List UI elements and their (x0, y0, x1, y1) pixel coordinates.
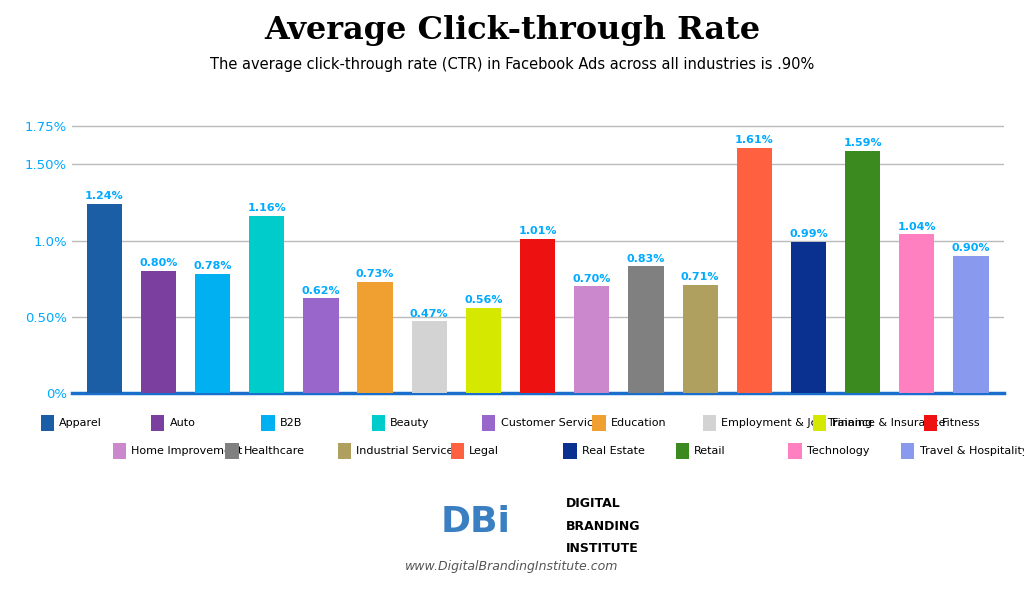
Text: 1.24%: 1.24% (85, 191, 124, 201)
Text: 0.73%: 0.73% (356, 269, 394, 279)
Text: Legal: Legal (469, 446, 499, 456)
Bar (412, 322, 446, 393)
Text: 0.62%: 0.62% (302, 286, 340, 296)
Text: 1.61%: 1.61% (735, 135, 774, 145)
Bar (899, 235, 935, 393)
Bar (574, 286, 609, 393)
Text: 0.70%: 0.70% (572, 274, 611, 284)
Text: Healthcare: Healthcare (244, 446, 305, 456)
Text: 1.16%: 1.16% (248, 203, 286, 214)
Text: Beauty: Beauty (390, 418, 430, 428)
Text: 1.59%: 1.59% (844, 138, 882, 148)
Text: Home Improvement: Home Improvement (131, 446, 243, 456)
Text: 0.80%: 0.80% (139, 259, 177, 268)
Text: 0.83%: 0.83% (627, 254, 666, 264)
Bar (520, 239, 555, 393)
Text: Fitness: Fitness (942, 418, 981, 428)
Text: 0.71%: 0.71% (681, 272, 720, 282)
Bar (357, 282, 392, 393)
Text: Finance & Insurance: Finance & Insurance (831, 418, 945, 428)
Text: 0.90%: 0.90% (951, 243, 990, 253)
Text: 0.99%: 0.99% (790, 229, 827, 239)
Text: B2B: B2B (280, 418, 302, 428)
Text: INSTITUTE: INSTITUTE (566, 542, 639, 556)
Bar (249, 216, 285, 393)
Bar (140, 271, 176, 393)
Bar (303, 298, 339, 393)
Text: DIGITAL: DIGITAL (566, 497, 621, 510)
Bar (736, 148, 772, 393)
Text: Travel & Hospitality: Travel & Hospitality (920, 446, 1024, 456)
Bar (87, 204, 122, 393)
Text: Average Click-through Rate: Average Click-through Rate (264, 15, 760, 46)
Text: 1.01%: 1.01% (518, 226, 557, 236)
Text: Customer Services: Customer Services (501, 418, 605, 428)
Text: Technology: Technology (807, 446, 869, 456)
Text: Industrial Services: Industrial Services (356, 446, 460, 456)
Text: Apparel: Apparel (59, 418, 102, 428)
Bar (629, 266, 664, 393)
Text: Education: Education (611, 418, 667, 428)
Bar (195, 274, 230, 393)
Bar (953, 256, 988, 393)
Text: The average click-through rate (CTR) in Facebook Ads across all industries is .9: The average click-through rate (CTR) in … (210, 57, 814, 72)
Text: BRANDING: BRANDING (566, 520, 641, 533)
Text: Employment & Job Training: Employment & Job Training (721, 418, 872, 428)
Text: 0.78%: 0.78% (194, 262, 231, 271)
Bar (683, 285, 718, 393)
Text: www.DigitalBrandingInstitute.com: www.DigitalBrandingInstitute.com (406, 560, 618, 573)
Text: Auto: Auto (169, 418, 196, 428)
Bar (791, 242, 826, 393)
Text: Retail: Retail (694, 446, 726, 456)
Bar (466, 308, 501, 393)
Text: 1.04%: 1.04% (897, 222, 936, 232)
Text: Real Estate: Real Estate (582, 446, 644, 456)
Text: DBi: DBi (440, 505, 510, 539)
Text: 0.47%: 0.47% (410, 308, 449, 319)
Text: 0.56%: 0.56% (464, 295, 503, 305)
Bar (845, 151, 881, 393)
